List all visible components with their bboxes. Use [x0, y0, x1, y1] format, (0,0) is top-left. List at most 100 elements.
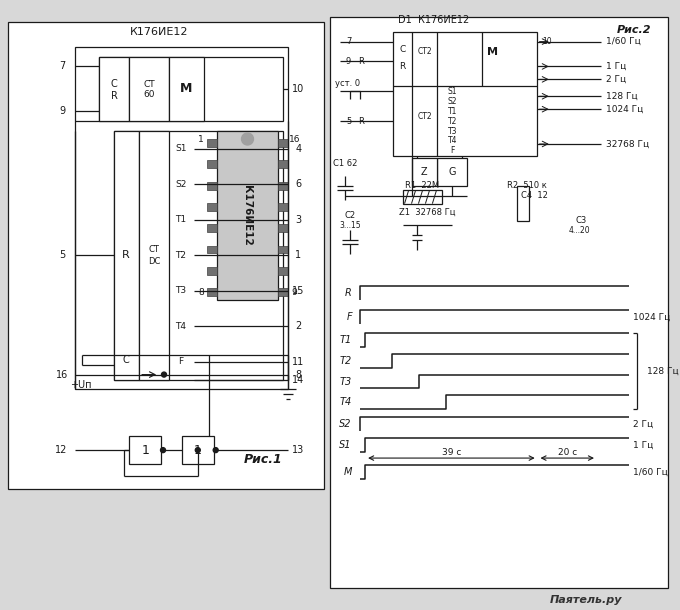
Circle shape [195, 448, 201, 453]
Text: F: F [178, 357, 184, 366]
Text: M: M [180, 82, 192, 95]
Text: T3: T3 [339, 376, 352, 387]
Text: 128 Гц: 128 Гц [647, 367, 679, 376]
Text: 5: 5 [59, 250, 66, 260]
Text: R: R [358, 57, 364, 66]
Bar [278, 182, 288, 190]
Text: S1: S1 [175, 145, 186, 153]
Bar [278, 160, 288, 168]
Bar [129, 57, 169, 121]
Text: CT2: CT2 [418, 112, 432, 121]
Bar [330, 16, 668, 588]
Text: C: C [111, 79, 118, 89]
Text: G: G [449, 167, 456, 177]
Bar [217, 131, 278, 300]
Bar [278, 267, 288, 274]
Text: 1 Гц: 1 Гц [633, 440, 653, 450]
Text: 1024 Гц: 1024 Гц [633, 312, 670, 321]
Text: F: F [346, 312, 352, 322]
Text: C1 62: C1 62 [333, 159, 357, 168]
Bar [139, 131, 169, 379]
Text: 1: 1 [194, 443, 202, 457]
Text: T1: T1 [339, 335, 352, 345]
Text: 9: 9 [346, 57, 351, 66]
Circle shape [241, 133, 254, 145]
Bar [182, 436, 214, 464]
Text: 1: 1 [198, 135, 203, 143]
Bar [99, 57, 129, 121]
Text: CT: CT [149, 245, 160, 254]
Text: T4: T4 [175, 322, 186, 331]
Text: 1 Гц: 1 Гц [607, 62, 626, 71]
Text: R: R [399, 62, 406, 71]
Text: M: M [486, 46, 498, 57]
Text: 16: 16 [56, 370, 68, 379]
Text: Z1  32768 Гц: Z1 32768 Гц [399, 208, 456, 217]
Text: 32768 Гц: 32768 Гц [607, 140, 649, 148]
Text: S2: S2 [447, 97, 457, 106]
Text: R1  22M: R1 22M [405, 181, 439, 190]
Bar [207, 160, 217, 168]
Text: C: C [399, 45, 406, 54]
Text: 15: 15 [292, 286, 305, 296]
Text: 12: 12 [56, 445, 68, 455]
Bar [129, 436, 161, 464]
Bar [278, 245, 288, 254]
Text: C2: C2 [344, 211, 356, 220]
Text: 7: 7 [346, 37, 352, 46]
Text: К176ИЕ12: К176ИЕ12 [130, 27, 188, 37]
Text: 2 Гц: 2 Гц [607, 75, 626, 84]
Bar [413, 158, 437, 185]
Text: 2: 2 [295, 321, 301, 331]
Text: 11: 11 [292, 357, 305, 367]
Text: 4: 4 [295, 144, 301, 154]
Text: R2  510 к: R2 510 к [507, 181, 547, 190]
Text: R: R [358, 117, 364, 126]
Text: 9: 9 [291, 287, 297, 296]
Text: CT: CT [143, 81, 155, 89]
Text: D1  К176ИЕ12: D1 К176ИЕ12 [398, 15, 469, 25]
Text: уст. 0: уст. 0 [335, 79, 360, 88]
Bar [207, 139, 217, 147]
Text: T2: T2 [339, 356, 352, 365]
Bar [278, 203, 288, 211]
Text: R: R [345, 288, 352, 298]
Bar [278, 288, 288, 296]
Text: 1/60 Гц: 1/60 Гц [607, 37, 641, 46]
Text: Рис.2: Рис.2 [617, 24, 651, 35]
Text: T2: T2 [175, 251, 186, 260]
Text: 20 с: 20 с [558, 448, 577, 457]
Bar [392, 32, 537, 156]
Text: C3: C3 [576, 216, 587, 225]
Text: T3: T3 [175, 286, 186, 295]
Bar [207, 245, 217, 254]
Text: 7: 7 [59, 62, 66, 71]
Text: S1: S1 [447, 87, 457, 96]
Bar [403, 190, 442, 204]
Text: Рис.1: Рис.1 [244, 453, 283, 465]
Bar [114, 131, 139, 379]
Text: 5: 5 [346, 117, 351, 126]
Text: 8: 8 [198, 287, 203, 296]
Text: T1: T1 [175, 215, 186, 224]
Text: 2 Гц: 2 Гц [633, 420, 653, 429]
Text: 6: 6 [295, 179, 301, 189]
Text: 1: 1 [141, 443, 149, 457]
Text: T2: T2 [447, 117, 457, 126]
Bar [517, 185, 529, 220]
Text: 10: 10 [292, 84, 305, 94]
Text: M: M [343, 467, 352, 477]
Bar [169, 57, 204, 121]
Text: CT2: CT2 [418, 47, 432, 56]
Text: DC: DC [148, 257, 160, 266]
Text: T1: T1 [447, 107, 457, 116]
Text: 39 с: 39 с [442, 448, 461, 457]
Text: 1: 1 [295, 250, 301, 260]
Text: T4: T4 [447, 137, 457, 146]
Text: 3...15: 3...15 [339, 221, 360, 230]
Text: 128 Гц: 128 Гц [607, 92, 638, 101]
Text: C: C [123, 354, 130, 365]
Bar [207, 224, 217, 232]
Text: 1024 Гц: 1024 Гц [607, 105, 643, 113]
Bar [75, 46, 288, 390]
